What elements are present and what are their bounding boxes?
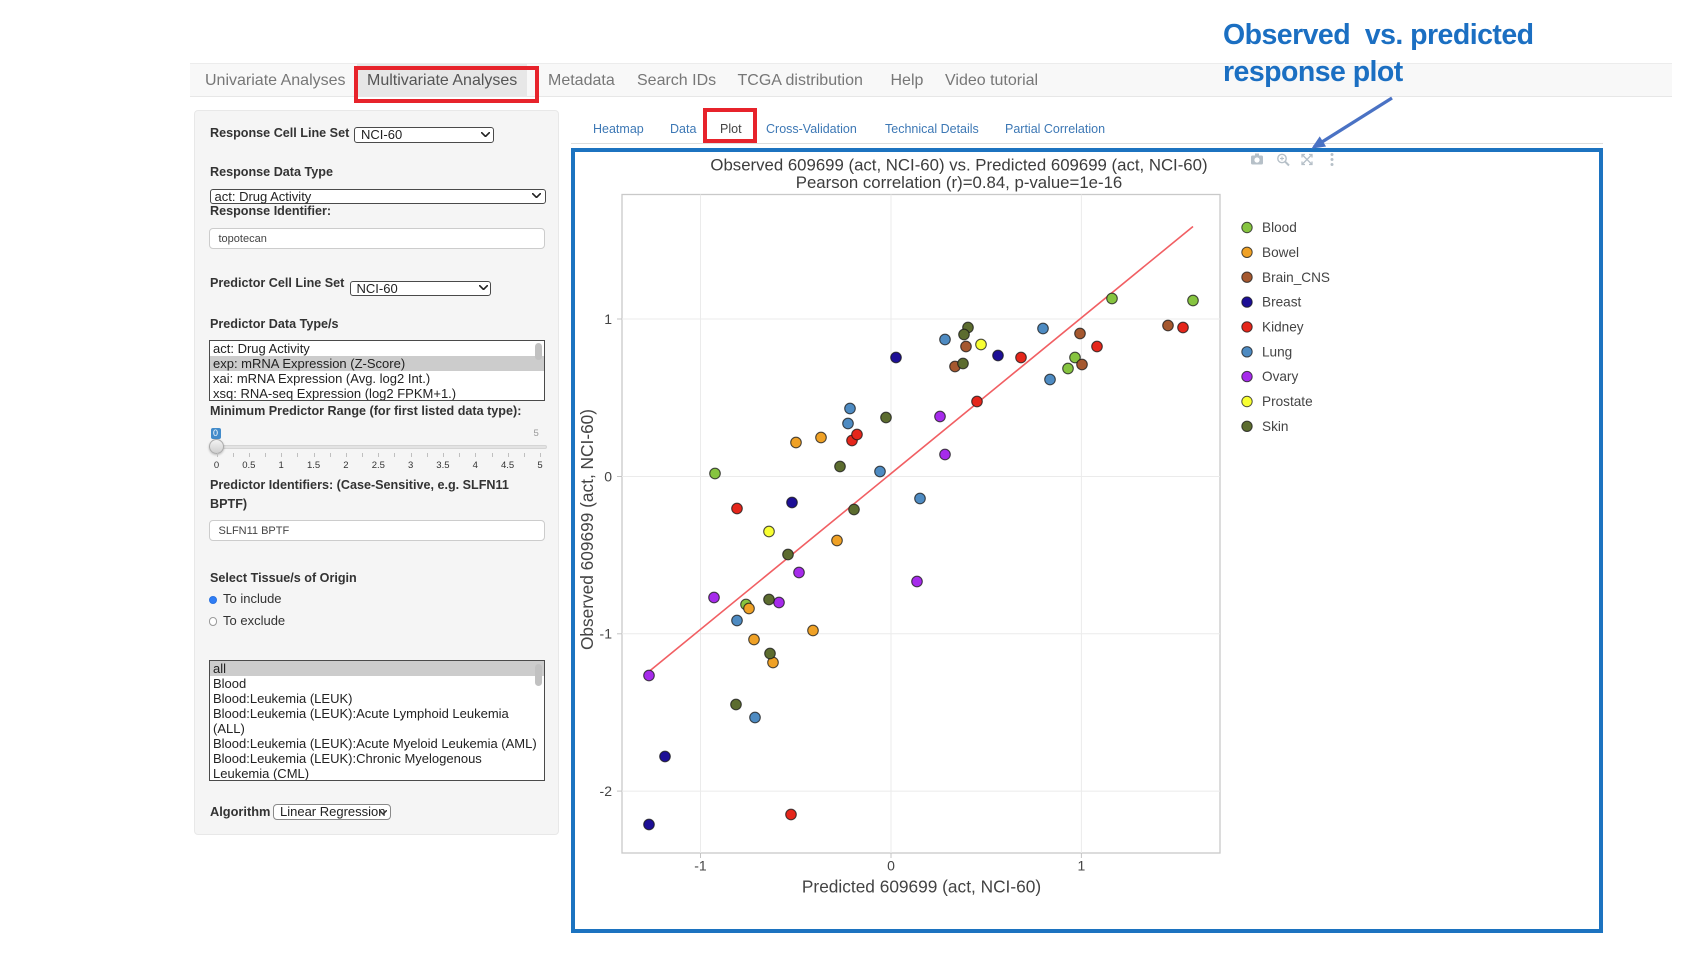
svg-text:Bowel: Bowel — [1262, 245, 1299, 260]
svg-text:Observed 609699 (act, NCI-60): Observed 609699 (act, NCI-60) — [577, 409, 597, 650]
svg-text:-1: -1 — [599, 626, 612, 642]
svg-text:Ovary: Ovary — [1262, 369, 1298, 384]
svg-text:Breast: Breast — [1262, 295, 1302, 310]
svg-text:Prostate: Prostate — [1262, 394, 1313, 409]
svg-text:Pearson correlation (r)=0.84,: Pearson correlation (r)=0.84, p-value=1e… — [795, 173, 1122, 192]
svg-text:1: 1 — [604, 311, 612, 327]
svg-text:Blood: Blood — [1262, 220, 1297, 235]
svg-text:0: 0 — [604, 468, 612, 484]
svg-text:Kidney: Kidney — [1262, 320, 1304, 335]
svg-text:Skin: Skin — [1262, 419, 1288, 434]
svg-text:Lung: Lung — [1262, 344, 1292, 359]
svg-text:1: 1 — [1077, 858, 1085, 874]
svg-text:-2: -2 — [599, 783, 612, 799]
svg-text:Brain_CNS: Brain_CNS — [1262, 270, 1330, 285]
svg-text:0: 0 — [887, 858, 895, 874]
svg-text:-1: -1 — [694, 858, 707, 874]
svg-text:Observed 609699 (act, NCI-60): Observed 609699 (act, NCI-60) vs. Predic… — [710, 156, 1207, 175]
svg-text:Predicted 609699 (act, NCI-60): Predicted 609699 (act, NCI-60) — [801, 877, 1040, 897]
